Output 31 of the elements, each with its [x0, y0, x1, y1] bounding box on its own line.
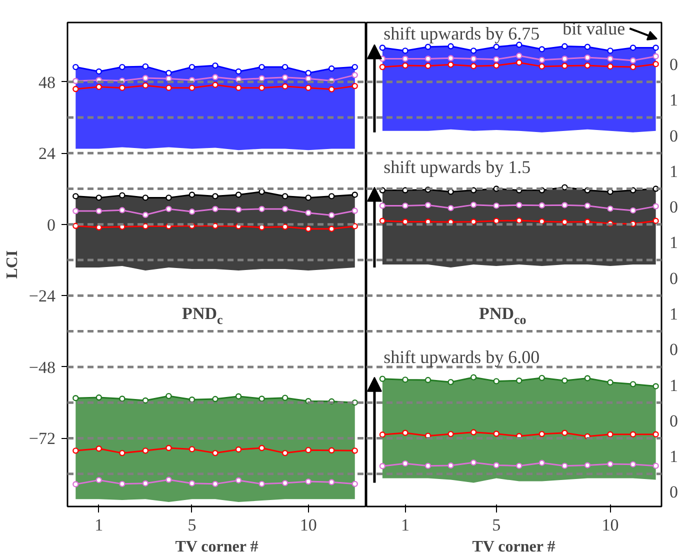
y-axis-title: LCI: [4, 250, 21, 279]
text: 0: [670, 126, 678, 146]
y-tick-label: −24: [28, 286, 56, 306]
x-tick-label: 10: [602, 516, 619, 534]
x-axis-title: TV corner #: [472, 538, 556, 556]
text: 1: [670, 90, 678, 110]
x-tick-label: 5: [492, 516, 501, 534]
text: 1: [670, 304, 678, 324]
x-tick-label: 10: [300, 516, 317, 534]
y-tick-label: −72: [28, 429, 56, 448]
x-tick-label: 5: [188, 516, 196, 534]
text: 0: [670, 411, 678, 430]
text: 1: [670, 162, 678, 181]
text: 0: [670, 482, 678, 502]
y-tick-label: 0: [47, 215, 56, 234]
y-tick-label: 48: [38, 72, 56, 92]
x-tick-label: 1: [94, 516, 104, 534]
text: 0: [670, 268, 678, 288]
y-tick-label: −48: [28, 358, 56, 377]
text: 0: [670, 198, 678, 217]
text: 0: [670, 340, 678, 360]
annotation: shift upwards by 6.00: [384, 346, 540, 367]
annotation: shift upwards by 6.75: [384, 23, 540, 44]
x-axis-title: TV corner #: [175, 538, 258, 556]
text: 0: [670, 55, 678, 74]
annotation: shift upwards by 1.5: [384, 156, 531, 177]
y-tick-label: 24: [38, 144, 56, 164]
text: 1: [670, 376, 678, 395]
text: 1: [670, 447, 678, 466]
text: 1: [670, 233, 678, 252]
x-tick-label: 1: [400, 516, 410, 534]
